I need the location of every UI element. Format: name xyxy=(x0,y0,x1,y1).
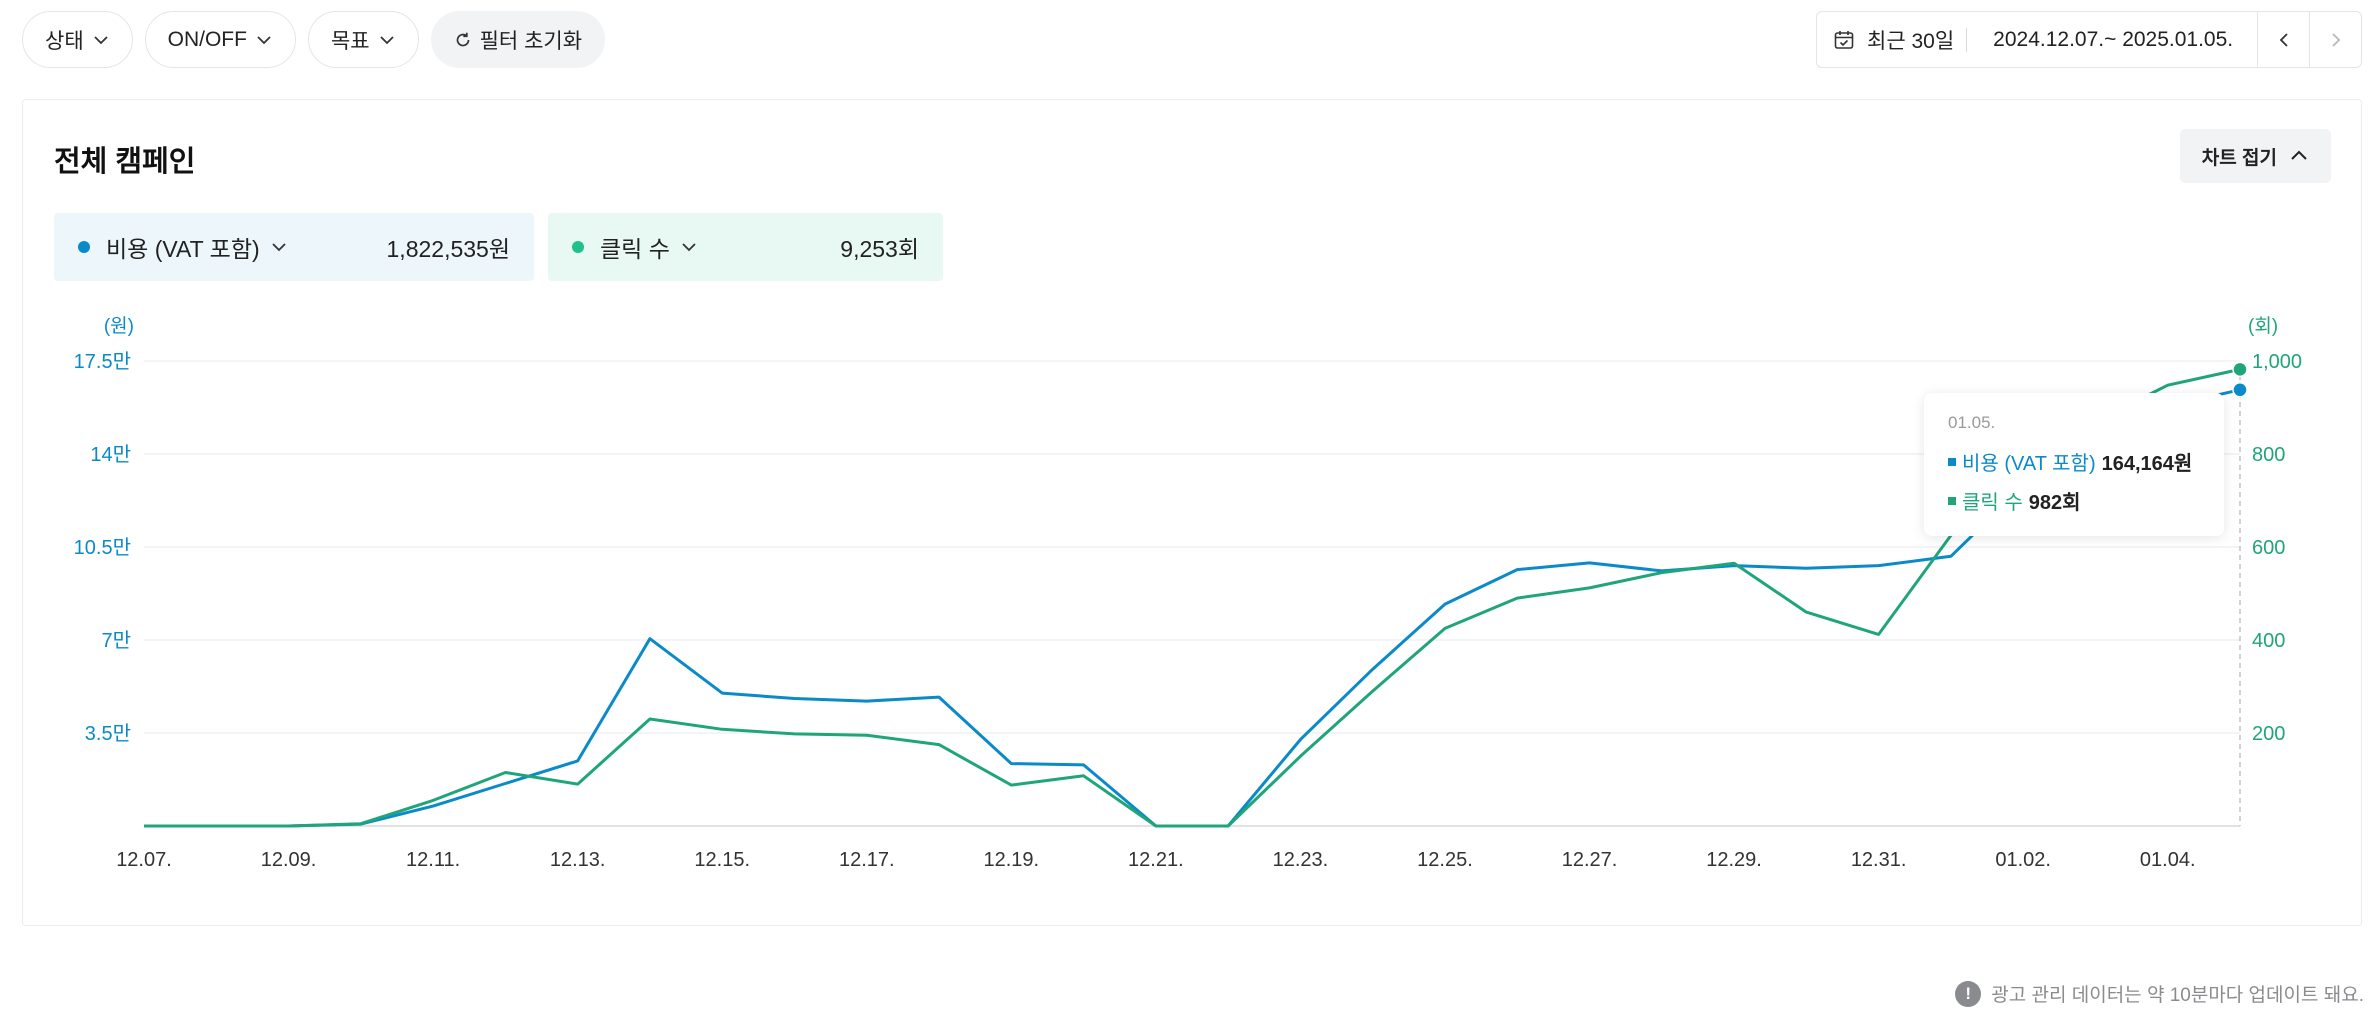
chevron-down-icon xyxy=(682,243,696,252)
x-tick-label: 12.15. xyxy=(694,849,750,871)
update-notice: ! 광고 관리 데이터는 약 10분마다 업데이트 돼요. xyxy=(1955,980,2364,1007)
chevron-left-icon xyxy=(2279,32,2288,47)
card-title: 전체 캠페인 xyxy=(54,146,196,178)
divider xyxy=(1966,27,1968,52)
prev-period-button[interactable] xyxy=(2257,12,2309,67)
x-tick-label: 12.07. xyxy=(116,849,172,871)
y-left-tick-label: 7만 xyxy=(101,629,131,652)
chevron-down-icon xyxy=(94,35,108,44)
status-filter[interactable]: 상태 xyxy=(22,11,133,68)
chevron-down-icon xyxy=(379,35,394,44)
y-right-tick-label: 800 xyxy=(2252,444,2285,466)
metric-name-text: 클릭 수 xyxy=(600,236,670,262)
y-right-tick-label: 600 xyxy=(2252,537,2285,559)
goal-filter-label: 목표 xyxy=(330,29,370,53)
tooltip-click-label: 클릭 수 xyxy=(1962,492,2023,514)
metric-value: 1,822,535원 xyxy=(386,236,510,262)
metric-value: 9,253회 xyxy=(840,236,919,262)
legend-square xyxy=(1948,496,1956,505)
filter-reset-button[interactable]: 필터 초기화 xyxy=(430,11,606,68)
date-preset: 최근 30일 xyxy=(1867,29,1955,53)
x-tick-label: 12.27. xyxy=(1562,849,1618,871)
x-tick-label: 12.29. xyxy=(1706,849,1762,871)
y-left-tick-label: 3.5만 xyxy=(85,722,131,745)
tooltip-row-cost: 비용 (VAT 포함) 164,164원 xyxy=(1948,447,2200,476)
chart-tooltip: 01.05. 비용 (VAT 포함) 164,164원 클릭 수 982회 xyxy=(1924,393,2224,536)
y-right-unit: (회) xyxy=(2248,315,2278,337)
y-right-tick-label: 400 xyxy=(2252,630,2285,652)
status-filter-label: 상태 xyxy=(45,29,84,53)
x-tick-label: 12.17. xyxy=(839,849,895,871)
x-tick-label: 12.21. xyxy=(1128,849,1184,871)
x-tick-label: 12.25. xyxy=(1417,849,1473,871)
chevron-up-icon xyxy=(2291,150,2307,160)
series-end-marker xyxy=(2232,382,2248,398)
tooltip-date: 01.05. xyxy=(1948,413,1996,432)
y-left-tick-label: 17.5만 xyxy=(74,350,131,373)
fold-chart-button[interactable]: 차트 접기 xyxy=(2179,129,2331,183)
tooltip-cost-label: 비용 (VAT 포함) xyxy=(1962,453,2096,475)
series-line xyxy=(144,367,2241,828)
next-period-button[interactable] xyxy=(2309,12,2361,67)
goal-filter[interactable]: 목표 xyxy=(307,11,419,68)
refresh-icon xyxy=(456,32,469,46)
chevron-down-icon xyxy=(257,35,271,44)
x-tick-label: 12.23. xyxy=(1273,849,1329,871)
fold-chart-label: 차트 접기 xyxy=(2201,147,2277,169)
date-picker: 최근 30일 2024.12.07.~ 2025.01.05. xyxy=(1816,11,2362,68)
x-tick-label: 12.31. xyxy=(1851,849,1907,871)
filter-bar: 상태 ON/OFF 목표 필터 초기화 xyxy=(22,11,606,68)
x-tick-label: 01.02. xyxy=(1995,849,2051,871)
x-tick-label: 12.09. xyxy=(261,849,317,871)
y-right-tick-label: 1,000 xyxy=(2252,351,2302,373)
metric-selector-cost[interactable]: 비용 (VAT 포함) 1,822,535원 xyxy=(54,213,534,281)
x-tick-label: 12.13. xyxy=(550,849,606,871)
y-left-tick-label: 10.5만 xyxy=(74,536,131,559)
info-icon: ! xyxy=(1955,980,1982,1007)
chevron-right-icon xyxy=(2331,32,2340,47)
update-notice-text: 광고 관리 데이터는 약 10분마다 업데이트 돼요. xyxy=(1991,985,2364,1006)
x-tick-label: 01.04. xyxy=(2140,849,2196,871)
tooltip-row-clicks: 클릭 수 982회 xyxy=(1948,486,2200,515)
y-left-unit: (원) xyxy=(104,315,134,337)
onoff-filter[interactable]: ON/OFF xyxy=(144,11,296,68)
date-range-selector[interactable]: 최근 30일 2024.12.07.~ 2025.01.05. xyxy=(1817,12,2257,67)
tooltip-click-value: 982회 xyxy=(2028,492,2081,514)
metric-name: 비용 (VAT 포함) xyxy=(106,230,288,264)
x-tick-label: 12.19. xyxy=(984,849,1040,871)
line-chart: 3.5만 7만 10.5만 14만 17.5만 (원) 200 400 600 800 1,000 (… xyxy=(74,315,2302,871)
y-left-tick-label: 14만 xyxy=(90,443,131,466)
metric-name-text: 비용 (VAT 포함) xyxy=(106,236,260,262)
x-tick-label: 12.11. xyxy=(406,849,460,871)
series-end-marker xyxy=(2232,361,2248,378)
tooltip-cost-value: 164,164원 xyxy=(2101,453,2193,475)
calendar-icon xyxy=(1834,30,1854,49)
metric-selector-clicks[interactable]: 클릭 수 9,253회 xyxy=(548,213,943,281)
series-dot xyxy=(78,241,90,253)
onoff-filter-label: ON/OFF xyxy=(167,27,247,51)
chevron-down-icon xyxy=(272,243,286,252)
series-dot xyxy=(572,241,584,253)
legend-square xyxy=(1948,457,1956,466)
y-right-tick-label: 200 xyxy=(2252,723,2285,745)
filter-reset-label: 필터 초기화 xyxy=(479,29,583,53)
metric-name: 클릭 수 xyxy=(600,230,698,264)
date-range-text: 2024.12.07.~ 2025.01.05. xyxy=(1993,27,2234,51)
